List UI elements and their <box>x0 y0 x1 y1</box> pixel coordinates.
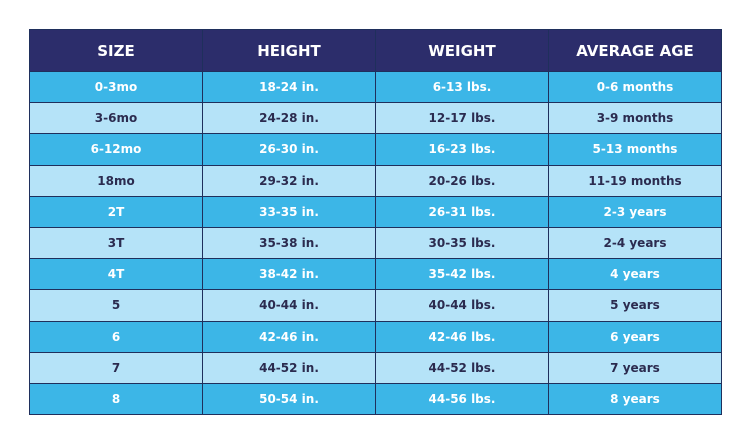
table-body: 0-3mo 18-24 in. 6-13 lbs. 0-6 months 3-6mo 24… <box>29 70 722 416</box>
table-cell: 18mo <box>29 164 203 197</box>
table-cell: 5-13 months <box>548 133 722 166</box>
column-header: SIZE <box>29 29 203 72</box>
table-cell: 6-12mo <box>29 133 203 166</box>
table-cell: 4T <box>29 258 203 291</box>
table-cell: 26-30 in. <box>202 133 376 166</box>
table-cell: 50-54 in. <box>202 382 376 416</box>
table-cell: 44-52 lbs. <box>375 351 549 384</box>
table-cell: 30-35 lbs. <box>375 226 549 260</box>
table-cell: 20-26 lbs. <box>375 164 549 197</box>
table-cell: 4 years <box>548 258 722 291</box>
table-header: SIZE HEIGHT WEIGHT AVERAGE AGE <box>29 29 722 72</box>
table-cell: 44-56 lbs. <box>375 382 549 416</box>
table-cell: 2-3 years <box>548 195 722 228</box>
table-cell: 5 <box>29 289 203 322</box>
table-cell: 2-4 years <box>548 226 722 260</box>
table-cell: 7 <box>29 351 203 384</box>
table-cell: 5 years <box>548 289 722 322</box>
table-cell: 42-46 lbs. <box>375 320 549 353</box>
table-cell: 11-19 months <box>548 164 722 197</box>
table-row: 2T 33-35 in. 26-31 lbs. 2-3 years <box>29 195 722 228</box>
table-cell: 18-24 in. <box>202 70 376 104</box>
table-cell: 0-6 months <box>548 70 722 104</box>
table-cell: 40-44 in. <box>202 289 376 322</box>
table-cell: 35-42 lbs. <box>375 258 549 291</box>
table-cell: 35-38 in. <box>202 226 376 260</box>
table-cell: 3-9 months <box>548 102 722 135</box>
table-cell: 2T <box>29 195 203 228</box>
table-cell: 29-32 in. <box>202 164 376 197</box>
table-row: 18mo 29-32 in. 20-26 lbs. 11-19 months <box>29 164 722 197</box>
table-cell: 26-31 lbs. <box>375 195 549 228</box>
table-cell: 16-23 lbs. <box>375 133 549 166</box>
table-cell: 6 <box>29 320 203 353</box>
table-cell: 44-52 in. <box>202 351 376 384</box>
table-cell: 0-3mo <box>29 70 203 104</box>
table-row: 0-3mo 18-24 in. 6-13 lbs. 0-6 months <box>29 70 722 104</box>
table-cell: 3-6mo <box>29 102 203 135</box>
table-cell: 12-17 lbs. <box>375 102 549 135</box>
table-row: 6 42-46 in. 42-46 lbs. 6 years <box>29 320 722 353</box>
table-cell: 3T <box>29 226 203 260</box>
table-row: 3-6mo 24-28 in. 12-17 lbs. 3-9 months <box>29 102 722 135</box>
column-header: AVERAGE AGE <box>548 29 722 72</box>
size-chart-table: SIZE HEIGHT WEIGHT AVERAGE AGE 0-3mo 18-24 i… <box>29 29 722 416</box>
header-row: SIZE HEIGHT WEIGHT AVERAGE AGE <box>29 29 722 72</box>
table-cell: 33-35 in. <box>202 195 376 228</box>
table-row: 6-12mo 26-30 in. 16-23 lbs. 5-13 months <box>29 133 722 166</box>
table-row: 4T 38-42 in. 35-42 lbs. 4 years <box>29 258 722 291</box>
table-cell: 40-44 lbs. <box>375 289 549 322</box>
table-cell: 6-13 lbs. <box>375 70 549 104</box>
table-row: 5 40-44 in. 40-44 lbs. 5 years <box>29 289 722 322</box>
table-cell: 24-28 in. <box>202 102 376 135</box>
table-cell: 8 years <box>548 382 722 416</box>
table-cell: 6 years <box>548 320 722 353</box>
column-header: WEIGHT <box>375 29 549 72</box>
table-row: 3T 35-38 in. 30-35 lbs. 2-4 years <box>29 226 722 260</box>
table-row: 7 44-52 in. 44-52 lbs. 7 years <box>29 351 722 384</box>
table-row: 8 50-54 in. 44-56 lbs. 8 years <box>29 382 722 416</box>
table-cell: 42-46 in. <box>202 320 376 353</box>
column-header: HEIGHT <box>202 29 376 72</box>
table-cell: 7 years <box>548 351 722 384</box>
table-cell: 38-42 in. <box>202 258 376 291</box>
table-cell: 8 <box>29 382 203 416</box>
